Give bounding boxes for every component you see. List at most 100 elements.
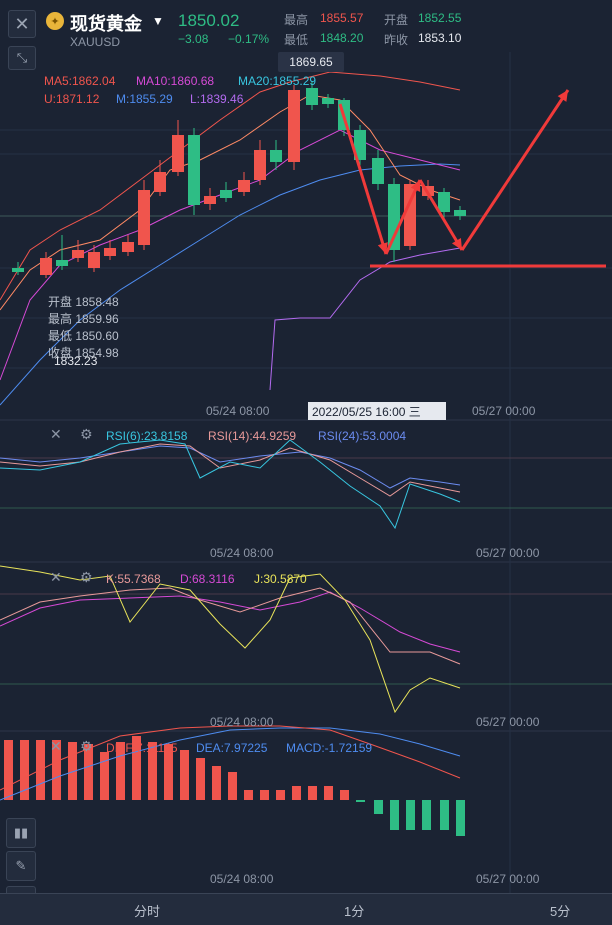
annotation-arrow-down-2-head [451, 238, 462, 250]
gold-logo-icon: ✦ [46, 12, 64, 30]
macd-histogram-bar [244, 790, 253, 800]
macd-histogram-bar [132, 736, 141, 800]
boll-lower-label: L:1839.46 [190, 92, 244, 106]
kdj-k-line [0, 587, 461, 665]
ohlc-high: 最高 1859.96 [48, 312, 119, 326]
macd-close-icon[interactable]: ✕ [50, 738, 62, 754]
kdj-close-icon[interactable]: ✕ [50, 569, 62, 585]
candle-body [254, 150, 266, 180]
tab-5min[interactable]: 5分 [550, 904, 571, 919]
macd-histogram-bar [292, 786, 301, 800]
candle-body [72, 250, 84, 258]
chevron-down-icon[interactable]: ▼ [152, 14, 164, 28]
candle-body [354, 130, 366, 160]
price-change: −3.08 [178, 32, 209, 46]
macd-histogram-bar [100, 752, 109, 800]
kdj-j-line [0, 565, 461, 714]
last-price: 1850.02 [178, 11, 240, 30]
candle-body [88, 252, 100, 268]
candle-body [122, 242, 134, 252]
boll-mid-label: M:1855.29 [116, 92, 173, 106]
macd-histogram-bar [164, 744, 173, 800]
candle-body [404, 184, 416, 246]
open-value: 1852.55 [418, 11, 462, 25]
macd-histogram-bar [20, 740, 29, 800]
annotation-arrow-down-1 [338, 103, 388, 255]
ma20-label: MA20:1855.29 [238, 74, 317, 88]
macd-histogram-bar [374, 800, 383, 814]
crosshair-time-box: 2022/05/25 16:00 三 [308, 402, 446, 420]
rsi6-label: RSI(6):23.8158 [106, 429, 188, 443]
kdj-d-label: D:68.3116 [180, 572, 235, 586]
annotation-arrow-up-1 [384, 179, 422, 255]
macd-histogram-bar [260, 790, 269, 800]
instrument-title[interactable]: 现货黄金 [70, 14, 142, 34]
period-tabs: 分时 1分 5分 [0, 893, 612, 925]
rsi-time-label-1: 05/24 08:00 [210, 546, 274, 560]
kdj-settings-icon[interactable]: ⚙ [80, 569, 93, 585]
pencil-icon[interactable]: ✎ [6, 851, 36, 881]
crosshair-ohlc-panel: 开盘 1858.48 最高 1859.96 最低 1850.60 收盘 1854… [48, 294, 119, 362]
macd-dea-line [0, 727, 461, 801]
tab-1min[interactable]: 1分 [344, 904, 365, 919]
crosshair-time: 2022/05/25 16:00 三 [312, 404, 421, 419]
low-value: 1848.20 [320, 31, 364, 45]
high-label: 最高 [284, 13, 309, 27]
open-label: 开盘 [384, 13, 409, 27]
prev-close-label: 昨收 [384, 33, 409, 47]
macd-histogram-bar [340, 790, 349, 800]
macd-histogram-bar [148, 742, 157, 800]
macd-diff-line [0, 725, 461, 791]
kdj-time-label-1: 05/24 08:00 [210, 715, 274, 729]
macd-histogram-bar [422, 800, 431, 830]
ohlc-open: 开盘 1858.48 [48, 295, 119, 309]
expand-icon[interactable]: ⤡ [8, 46, 36, 70]
rsi24-line [0, 445, 461, 489]
macd-histogram-bar [52, 740, 61, 800]
candle-body [56, 260, 68, 266]
macd-histogram-bar [68, 742, 77, 800]
candle-body [188, 135, 200, 205]
annotation-arrow-down-1-head [377, 242, 388, 254]
boll-lower-line [269, 247, 461, 391]
close-icon[interactable]: ✕ [8, 10, 36, 38]
min-price-label: 1832.23 [54, 354, 98, 368]
macd-histogram-bar [228, 772, 237, 800]
ma5-label: MA5:1862.04 [44, 74, 116, 88]
kdj-j-label: J:30.5870 [254, 572, 307, 586]
annotation-arrow-up-2-head [557, 90, 568, 102]
boll-upper-label: U:1871.12 [44, 92, 100, 106]
tab-timeshare[interactable]: 分时 [134, 904, 161, 919]
rsi6-line [0, 439, 461, 530]
ohlc-low: 最低 1850.60 [48, 329, 119, 343]
candle-body [220, 190, 232, 198]
macd-settings-icon[interactable]: ⚙ [80, 738, 93, 754]
main-time-label-1: 05/24 08:00 [206, 404, 270, 418]
candle-body [138, 190, 150, 245]
macd-value-label: MACD:-1.72159 [286, 741, 373, 755]
boll-mid-line [0, 163, 461, 406]
candle-body [238, 180, 250, 192]
candle-body [104, 248, 116, 256]
ma5-line [0, 94, 461, 311]
rsi-settings-icon[interactable]: ⚙ [80, 426, 93, 442]
rsi-close-icon[interactable]: ✕ [50, 426, 62, 442]
candle-body [154, 172, 166, 192]
max-price-label: 1869.65 [278, 52, 344, 72]
ohlc-close: 收盘 1854.98 [48, 346, 119, 360]
rsi-time-label-2: 05/27 00:00 [476, 546, 540, 560]
candle-body [40, 258, 52, 275]
candle-body [204, 196, 216, 204]
indicator-tool-icon[interactable]: ▮▮ [6, 818, 36, 848]
boll-upper-line [0, 71, 461, 301]
macd-histogram-bar [4, 740, 13, 800]
kdj-time-label-2: 05/27 00:00 [476, 715, 540, 729]
annotation-arrow-up-1-head [410, 180, 421, 192]
macd-histogram-bar [276, 790, 285, 800]
main-time-label-2: 05/27 00:00 [472, 404, 536, 418]
macd-dea-label: DEA:7.97225 [196, 741, 268, 755]
macd-time-label-1: 05/24 08:00 [210, 872, 274, 886]
macd-histogram-bar [196, 758, 205, 800]
candle-body [322, 98, 334, 104]
